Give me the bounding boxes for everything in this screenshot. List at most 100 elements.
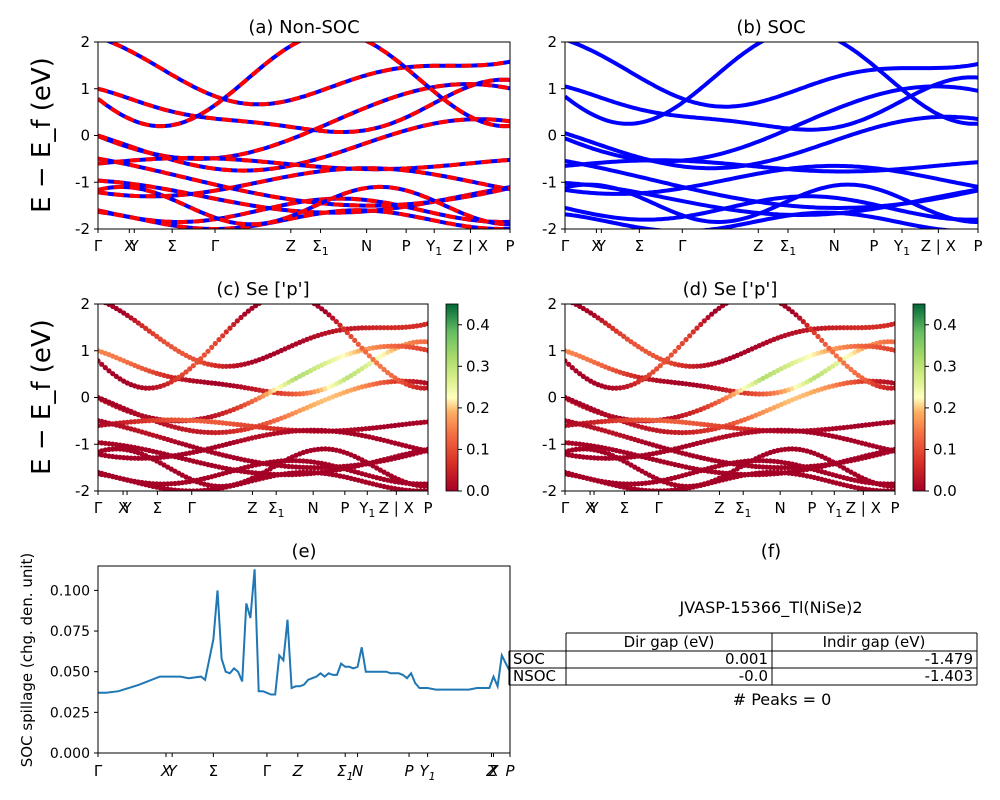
projection-point xyxy=(322,428,328,434)
projection-point xyxy=(822,341,828,347)
panel-d-points xyxy=(565,304,895,491)
x-tick-label: X xyxy=(585,499,595,517)
x-tick-label: Z xyxy=(485,762,497,780)
projection-point xyxy=(621,333,627,339)
y-tick-label: 0.050 xyxy=(50,665,90,681)
projection-point xyxy=(146,328,152,334)
projection-point xyxy=(782,304,788,309)
projection-point xyxy=(617,417,623,423)
panel-b: (b) SOC -2 -1 0 1 2 Γ XY Σ Γ Z Σ1 N P Y1 Z | X P xyxy=(542,17,982,258)
projection-point xyxy=(613,328,619,334)
projection-point xyxy=(139,418,145,424)
projection-point xyxy=(595,455,601,461)
x-tick-label: P xyxy=(890,499,899,517)
projection-point xyxy=(602,455,608,461)
gap-table-row-label: SOC xyxy=(513,650,545,668)
projection-point xyxy=(775,465,781,471)
projection-point xyxy=(209,344,215,350)
projection-point xyxy=(760,470,766,476)
x-tick-label: Y xyxy=(168,762,179,780)
y-tick-label: 2 xyxy=(80,33,90,51)
band-line xyxy=(565,42,978,109)
projection-point xyxy=(617,331,623,337)
projection-point xyxy=(892,447,895,453)
x-tick-label: P xyxy=(807,499,816,517)
y-tick-label: -1 xyxy=(542,435,557,453)
y-tick-label: 1 xyxy=(547,342,557,360)
projection-point xyxy=(654,366,660,372)
projection-point xyxy=(198,356,204,362)
projection-point xyxy=(599,317,605,323)
x-tick-label: Z | X xyxy=(379,499,414,517)
projection-point xyxy=(683,429,689,436)
projection-point xyxy=(293,391,299,397)
projection-point xyxy=(720,304,726,309)
projection-point xyxy=(308,465,314,471)
projection-point xyxy=(808,326,814,332)
x-tick-label: Σ xyxy=(153,499,162,517)
x-tick-label: Y1 xyxy=(425,237,442,258)
projection-point xyxy=(712,308,718,314)
band-line xyxy=(98,184,510,227)
projection-point xyxy=(363,349,369,355)
projection-point xyxy=(650,417,656,423)
x-tick-label: Γ xyxy=(94,762,103,780)
projection-point xyxy=(205,348,211,354)
projection-point xyxy=(194,359,200,365)
projection-point xyxy=(822,325,828,331)
projection-point xyxy=(388,343,394,349)
projection-point xyxy=(187,366,193,372)
projection-point xyxy=(370,356,376,362)
projection-point xyxy=(242,311,248,317)
projection-point xyxy=(216,483,222,489)
projection-point xyxy=(190,417,196,424)
projection-point xyxy=(385,370,391,376)
projection-point xyxy=(613,418,619,424)
projection-point xyxy=(392,375,398,381)
projection-point xyxy=(830,325,836,331)
projection-point xyxy=(580,446,586,452)
projection-point xyxy=(128,315,134,321)
projection-point xyxy=(628,481,634,487)
x-tick-label: Σ xyxy=(167,237,176,255)
projection-point xyxy=(143,385,149,391)
projection-point xyxy=(610,325,616,331)
x-tick-label: X xyxy=(160,762,172,780)
projection-point xyxy=(749,391,755,397)
projection-point xyxy=(278,390,284,396)
x-tick-label: Z xyxy=(753,237,763,255)
projection-point xyxy=(143,325,149,331)
gap-table-header-indir: Indir gap (eV) xyxy=(823,633,926,651)
projection-point xyxy=(359,366,365,372)
x-tick-label: Σ xyxy=(209,762,218,780)
x-tick-label: Γ xyxy=(678,237,687,255)
projection-point xyxy=(892,339,895,345)
projection-point xyxy=(216,429,222,436)
band-line xyxy=(565,114,978,171)
band-line xyxy=(98,42,510,129)
projection-point xyxy=(289,391,295,397)
projection-point xyxy=(289,464,295,470)
colorbar-tick-label: 0.2 xyxy=(933,399,957,417)
projection-point xyxy=(311,427,317,433)
projection-point xyxy=(701,318,707,324)
projection-point xyxy=(888,385,894,391)
projection-point xyxy=(201,429,207,435)
projection-point xyxy=(826,325,832,331)
projection-point xyxy=(231,321,237,328)
projection-point xyxy=(566,361,572,367)
projection-point xyxy=(425,419,428,425)
x-tick-label: N xyxy=(308,499,319,517)
projection-point xyxy=(811,330,817,336)
projection-point xyxy=(183,369,189,375)
projection-point xyxy=(99,361,105,367)
projection-point xyxy=(789,428,795,434)
projection-point xyxy=(179,372,185,378)
projection-point xyxy=(591,312,597,318)
projection-point xyxy=(771,427,777,433)
projection-point xyxy=(425,347,428,353)
projection-point xyxy=(852,325,858,331)
projection-point xyxy=(421,339,427,345)
projection-point xyxy=(352,337,358,343)
